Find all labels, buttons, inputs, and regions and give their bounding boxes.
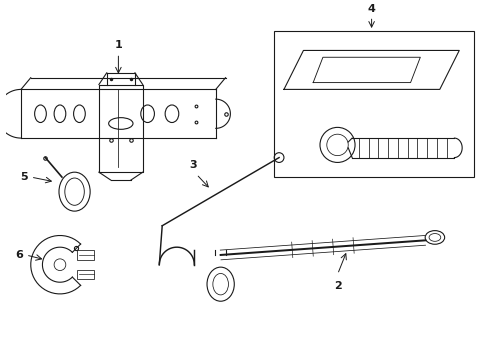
Text: 5: 5	[20, 172, 28, 182]
Text: 1: 1	[115, 40, 122, 50]
Text: 6: 6	[15, 250, 23, 260]
Bar	[274, 31, 474, 177]
Text: 4: 4	[368, 4, 375, 14]
Bar	[76, 270, 94, 279]
Text: 3: 3	[190, 160, 197, 170]
Bar	[76, 250, 94, 260]
Text: 2: 2	[334, 281, 342, 291]
